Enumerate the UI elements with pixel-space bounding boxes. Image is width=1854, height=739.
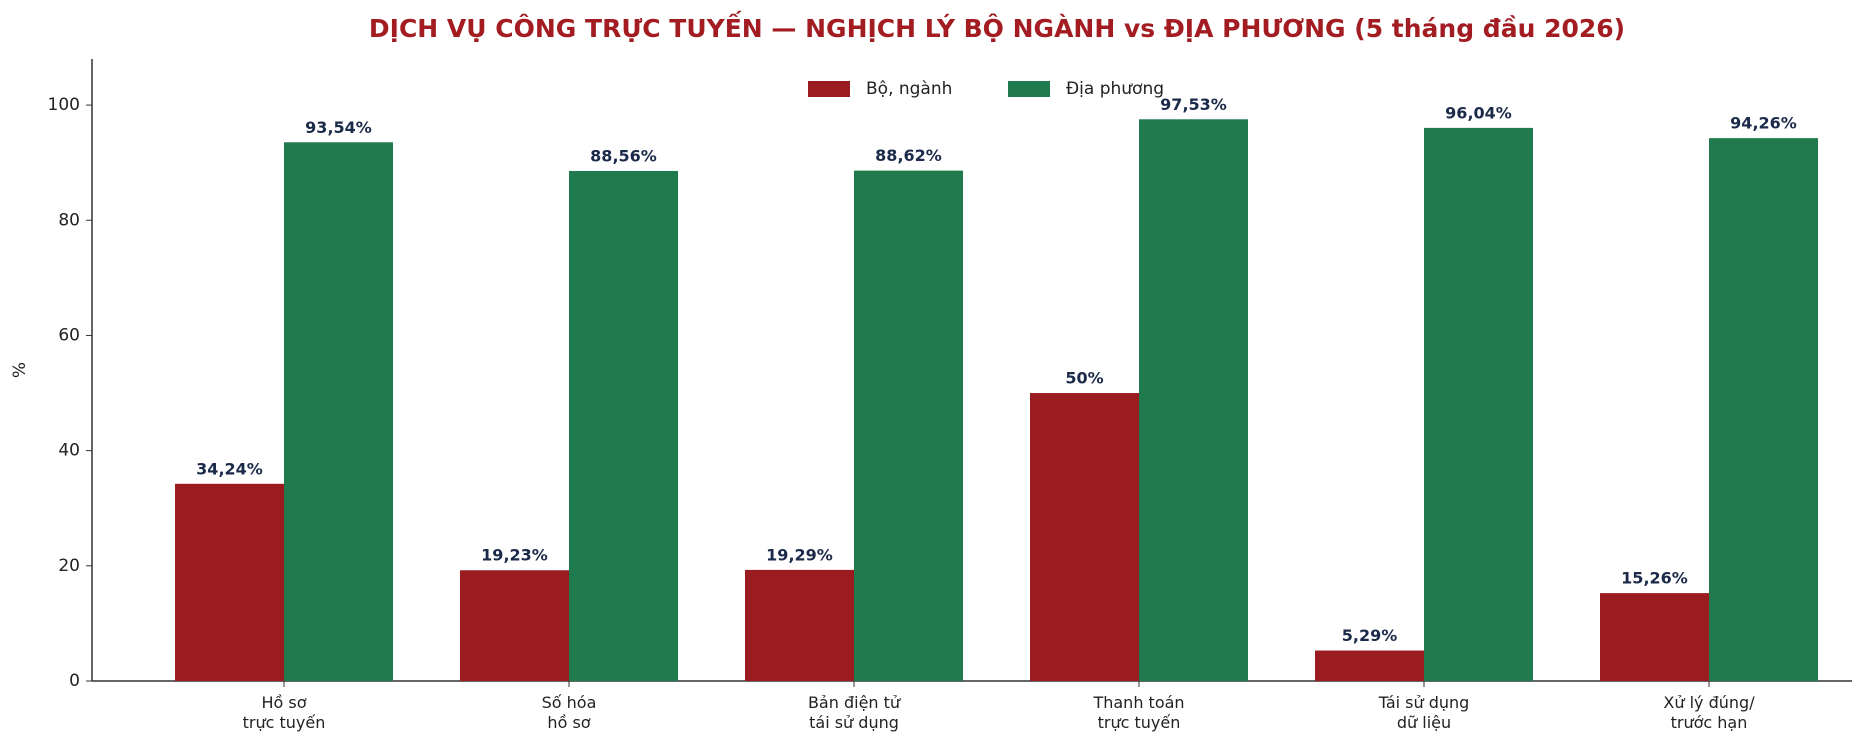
bar xyxy=(569,170,678,681)
x-tick-label: Hồ sơ trực tuyến xyxy=(243,693,326,732)
bar xyxy=(1315,650,1424,681)
value-label: 97,53% xyxy=(1160,95,1227,114)
y-axis-label: % xyxy=(10,362,30,378)
bar xyxy=(745,569,854,681)
bar xyxy=(1600,593,1709,681)
legend-label: Bộ, ngành xyxy=(866,79,952,99)
bar xyxy=(1030,393,1139,681)
y-tick-label: 20 xyxy=(58,556,80,576)
legend-swatch xyxy=(808,81,850,97)
legend-swatch xyxy=(1008,81,1050,97)
bar xyxy=(175,483,284,681)
value-label: 19,29% xyxy=(766,545,833,564)
y-tick-label: 60 xyxy=(58,325,80,345)
y-tick-label: 80 xyxy=(58,210,80,230)
bar xyxy=(1709,138,1818,682)
chart-title: DỊCH VỤ CÔNG TRỰC TUYẾN — NGHỊCH LÝ BỘ N… xyxy=(369,10,1625,43)
value-label: 96,04% xyxy=(1445,103,1512,122)
x-tick-label: Bản điện tử tái sử dụng xyxy=(808,693,901,732)
legend-label: Địa phương xyxy=(1066,79,1164,99)
y-tick-label: 100 xyxy=(48,95,80,115)
y-tick-label: 40 xyxy=(58,441,80,461)
x-tick-label: Xử lý đúng/trước hạn xyxy=(1663,693,1755,732)
x-tick-label: Thanh toán trực tuyến xyxy=(1092,693,1184,732)
value-label: 5,29% xyxy=(1342,626,1398,645)
y-tick-label: 0 xyxy=(69,671,80,691)
value-label: 88,62% xyxy=(875,146,942,165)
value-label: 15,26% xyxy=(1621,569,1688,588)
value-label: 94,26% xyxy=(1730,114,1797,133)
x-tick-label: Số hóa hồ sơ xyxy=(542,693,597,732)
bar xyxy=(1424,127,1533,681)
bar xyxy=(284,142,393,682)
bar xyxy=(1139,119,1248,682)
value-label: 19,23% xyxy=(481,546,548,565)
x-tick-label: Tái sử dụng dữ liệu xyxy=(1378,693,1470,732)
value-label: 88,56% xyxy=(590,146,657,165)
value-label: 93,54% xyxy=(305,118,372,137)
value-label: 34,24% xyxy=(196,459,263,478)
bar xyxy=(460,570,569,681)
value-label: 50% xyxy=(1065,369,1103,388)
bar xyxy=(854,170,963,681)
